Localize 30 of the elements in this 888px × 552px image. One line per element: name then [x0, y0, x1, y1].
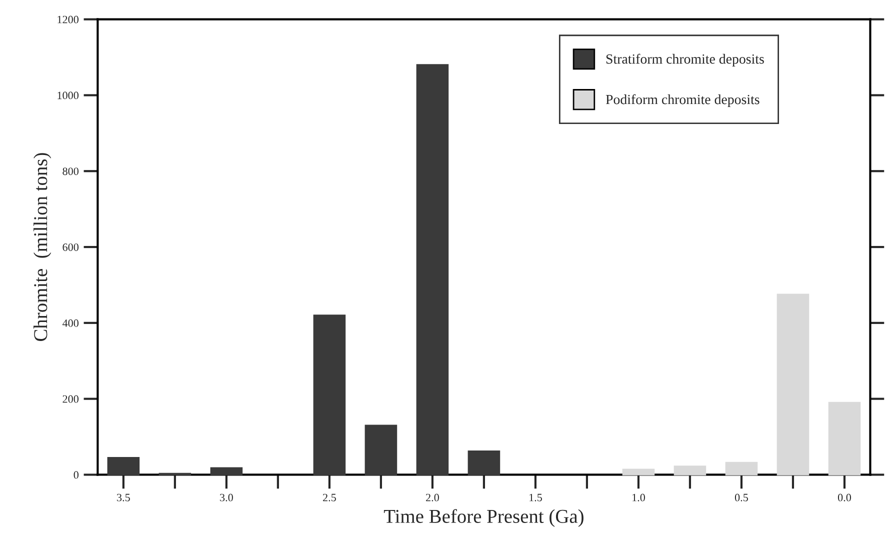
x-tick-label: 0.5 — [734, 494, 748, 502]
bar — [622, 468, 655, 476]
y-tick-label: 200 — [62, 395, 79, 403]
x-tick-label: 2.5 — [322, 494, 336, 502]
x-tick-label: 0.0 — [838, 494, 852, 502]
bar — [725, 462, 758, 476]
bar — [468, 450, 500, 476]
x-tick-label: 3.0 — [220, 494, 233, 502]
x-tick-label: 1.5 — [529, 494, 542, 502]
legend-label: Podiform chromite deposits — [606, 94, 760, 108]
x-tick-label: 3.5 — [117, 494, 130, 502]
legend-label: Stratiform chromite deposits — [606, 54, 764, 67]
bar — [776, 294, 810, 476]
bar — [313, 314, 346, 476]
bar — [210, 467, 243, 476]
y-tick-label: 1200 — [58, 16, 79, 24]
bar — [364, 424, 398, 476]
bar — [107, 456, 140, 476]
y-tick-label: 400 — [62, 319, 79, 327]
y-tick-label: 600 — [62, 243, 79, 251]
y-tick-label: 0 — [74, 471, 79, 479]
y-tick-label: 800 — [62, 168, 79, 176]
x-tick-label: 2.0 — [426, 494, 439, 502]
bar — [416, 64, 449, 476]
y-axis-title: Chromite (million tons) — [34, 153, 52, 342]
y-tick-label: 1000 — [58, 92, 79, 100]
x-axis-title: Time Before Present (Ga) — [384, 509, 584, 527]
bar — [828, 402, 861, 476]
x-tick-label: 1.0 — [632, 494, 645, 502]
bar — [674, 466, 706, 476]
